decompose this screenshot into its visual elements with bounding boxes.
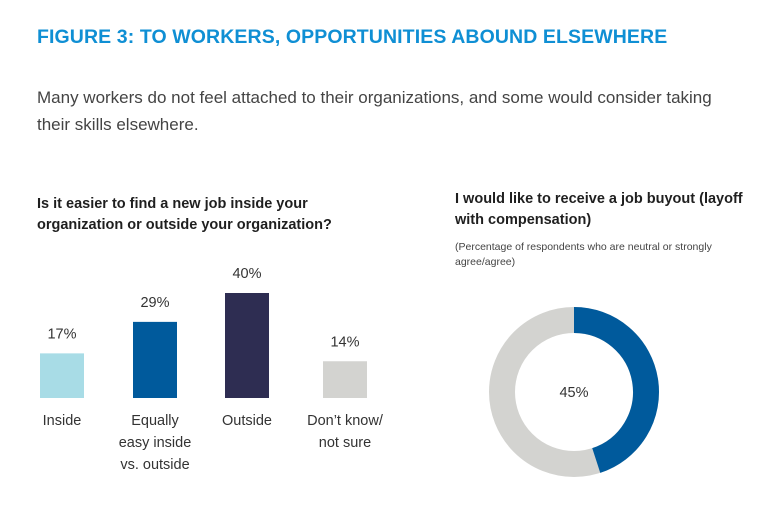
category-label: Outside	[222, 413, 272, 429]
donut-center-label: 45%	[559, 385, 588, 401]
bar-4	[323, 361, 367, 398]
donut-chart-note: (Percentage of respondents who are neutr…	[455, 241, 712, 268]
figure-title: FIGURE 3: TO WORKERS, OPPORTUNITIES ABOU…	[37, 26, 668, 48]
bar-value-label: 29%	[140, 295, 169, 311]
category-label: vs. outside	[120, 457, 189, 473]
category-label: Don’t know/	[307, 413, 384, 429]
category-label: easy inside	[119, 435, 192, 451]
figure-subtitle: Many workers do not feel attached to the…	[37, 88, 712, 134]
category-label: Inside	[43, 413, 82, 429]
donut-chart-title: I would like to receive a job buyout (la…	[455, 191, 743, 228]
bar-value-label: 17%	[47, 326, 76, 342]
bar-2	[133, 321, 177, 398]
bar-3	[225, 293, 269, 398]
bar-chart-title: Is it easier to find a new job inside yo…	[37, 196, 332, 233]
bar-1	[40, 353, 84, 398]
bar-value-label: 14%	[330, 334, 359, 350]
category-label: not sure	[319, 435, 371, 451]
bar-value-label: 40%	[232, 266, 261, 282]
donut-value-segment	[573, 307, 659, 473]
category-label: Equally	[131, 413, 179, 429]
